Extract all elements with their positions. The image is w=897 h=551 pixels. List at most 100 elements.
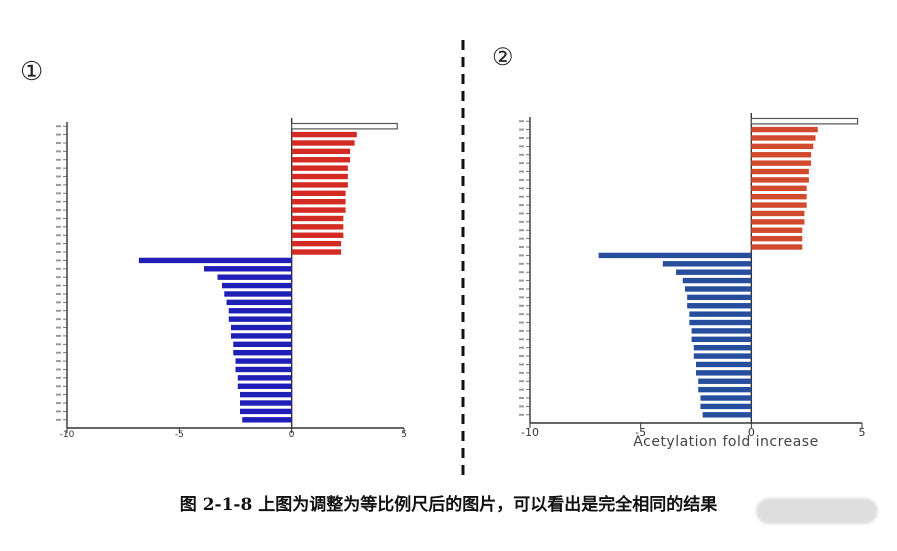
y-tick-label-blur — [56, 158, 61, 161]
bar — [691, 336, 752, 343]
y-tick-label-blur — [56, 200, 61, 203]
y-tick-label-blur — [56, 410, 61, 413]
bar — [235, 366, 292, 373]
y-tick-label-blur — [519, 170, 524, 173]
y-tick-label-blur — [56, 393, 61, 396]
y-tick-label-blur — [56, 318, 61, 321]
y-tick-label-blur — [519, 321, 524, 324]
y-tick-label-blur — [56, 125, 61, 128]
y-tick-label-blur — [56, 242, 61, 245]
bar — [239, 408, 292, 415]
y-tick-label-blur — [519, 120, 524, 123]
y-tick-label-blur — [56, 360, 61, 363]
y-tick-label-blur — [519, 254, 524, 257]
bar — [700, 395, 752, 401]
bar — [751, 143, 814, 150]
bar — [138, 257, 292, 264]
y-tick-label-blur — [56, 167, 61, 170]
y-tick-label-blur — [519, 405, 524, 408]
y-tick-label-blur — [56, 292, 61, 295]
y-tick-label-blur — [519, 229, 524, 232]
y-tick-label-blur — [56, 209, 61, 212]
y-tick-label-blur — [56, 276, 61, 279]
y-tick-label-blur — [56, 259, 61, 262]
y-tick-label-blur — [56, 326, 61, 329]
bar — [217, 274, 292, 280]
x-tick-label: 5 — [401, 430, 407, 440]
y-tick-label-blur — [519, 296, 524, 299]
y-tick-label-blur — [519, 338, 524, 341]
bar — [204, 266, 292, 272]
bar — [224, 291, 292, 297]
bar — [231, 324, 292, 331]
bar — [751, 219, 805, 225]
bar — [689, 319, 752, 326]
bar — [291, 148, 351, 155]
bar — [751, 210, 805, 217]
bar — [750, 117, 859, 125]
y-tick-label-blur — [56, 301, 61, 304]
y-tick-label-blur — [519, 195, 524, 198]
bar — [291, 165, 348, 171]
y-tick-label-blur — [56, 251, 61, 254]
y-tick-label-blur — [519, 413, 524, 416]
bar — [291, 182, 348, 188]
y-tick-label-blur — [56, 368, 61, 371]
y-tick-label-blur — [519, 271, 524, 274]
bar — [702, 412, 752, 418]
y-tick-label-blur — [56, 376, 61, 379]
y-tick-label-blur — [56, 402, 61, 405]
y-tick-label-blur — [56, 309, 61, 312]
bar — [751, 185, 807, 192]
bar — [235, 358, 292, 364]
y-tick-label-blur — [519, 355, 524, 358]
y-tick-label-blur — [56, 385, 61, 388]
bar — [700, 403, 752, 410]
bar — [291, 131, 357, 138]
bar — [233, 341, 292, 348]
x-axis-title: Acetylation fold increase — [633, 434, 818, 450]
y-tick-label-blur — [519, 212, 524, 215]
y-tick-label-blur — [56, 418, 61, 421]
y-tick-label-blur — [519, 128, 524, 131]
y-tick-label-blur — [519, 279, 524, 282]
y-tick-label-blur — [519, 397, 524, 400]
y-tick-label-blur — [56, 234, 61, 237]
y-tick-label-blur — [519, 237, 524, 240]
bar — [291, 240, 342, 247]
bar — [237, 383, 292, 389]
bar — [239, 400, 292, 406]
x-tick-label: -10 — [521, 426, 539, 439]
bar — [687, 303, 752, 309]
bar — [687, 294, 752, 301]
bar — [291, 140, 355, 146]
y-tick-label-blur — [519, 371, 524, 374]
x-tick-label: 0 — [289, 430, 295, 440]
bar — [696, 361, 752, 368]
x-tick-label: 5 — [859, 426, 866, 439]
bar — [751, 235, 803, 242]
bar — [228, 316, 292, 322]
bar — [751, 177, 809, 183]
bar — [226, 299, 292, 306]
bar — [696, 370, 752, 376]
bar — [291, 122, 398, 130]
bar — [231, 333, 292, 339]
bar — [751, 160, 812, 166]
bar — [222, 282, 292, 289]
y-tick-label-blur — [519, 153, 524, 156]
bar — [237, 375, 292, 381]
y-tick-label-blur — [56, 183, 61, 186]
y-tick-label-blur — [56, 150, 61, 153]
redacted-overlay — [756, 498, 878, 524]
bar — [233, 349, 292, 356]
y-tick-label-blur — [56, 141, 61, 144]
bar — [751, 244, 803, 250]
y-tick-label-blur — [519, 287, 524, 290]
y-tick-label-blur — [56, 225, 61, 228]
y-tick-label-blur — [56, 192, 61, 195]
bar — [242, 417, 292, 423]
y-tick-label-blur — [519, 346, 524, 349]
bar — [291, 249, 342, 255]
